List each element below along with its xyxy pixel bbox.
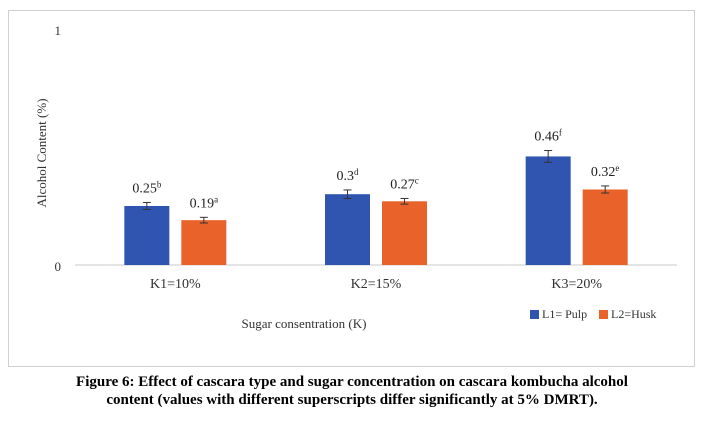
error-bar-pulp-3 xyxy=(544,150,553,163)
y-axis-title: Alcohol Content (%) xyxy=(34,98,49,207)
chart-marks: 0.25b 0.19a K1=10% 0.3d 0.27c K2=15% 0.46f 0.32… xyxy=(124,128,628,292)
data-label-pulp-2: 0.3d xyxy=(337,167,360,184)
legend-swatch-husk xyxy=(599,310,608,319)
bar-pulp-1 xyxy=(124,206,170,265)
chart-frame: 1 0 Alcohol Content (%) Sugar consentrat… xyxy=(8,10,695,367)
data-label-husk-1: 0.19a xyxy=(190,194,219,211)
caption-line-2: content (values with different superscri… xyxy=(106,392,598,408)
caption-line-1: Figure 6: Effect of cascara type and sug… xyxy=(76,374,628,390)
bar-husk-3 xyxy=(582,189,628,265)
bar-husk-2 xyxy=(382,201,427,265)
bar-pulp-2 xyxy=(325,194,370,265)
y-tick-min: 0 xyxy=(55,259,62,274)
y-tick-max: 1 xyxy=(55,23,62,38)
figure-caption: Figure 6: Effect of cascara type and sug… xyxy=(0,373,704,409)
category-label-1: K1=10% xyxy=(150,277,201,292)
error-bar-pulp-2 xyxy=(343,189,352,199)
bar-pulp-3 xyxy=(525,156,571,265)
data-label-pulp-3: 0.46f xyxy=(534,128,562,145)
legend-swatch-pulp xyxy=(530,310,539,319)
error-bar-husk-2 xyxy=(400,197,409,205)
category-label-3: K3=20% xyxy=(551,277,602,292)
data-label-husk-2: 0.27c xyxy=(390,175,419,192)
data-label-husk-3: 0.32e xyxy=(591,163,620,180)
x-axis-title: Sugar consentration (K) xyxy=(242,316,367,331)
legend-label-pulp: L1= Pulp xyxy=(542,307,587,321)
error-bar-pulp-1 xyxy=(142,201,151,211)
data-label-pulp-1: 0.25b xyxy=(132,179,162,196)
bar-chart: 1 0 Alcohol Content (%) Sugar consentrat… xyxy=(34,23,677,331)
category-label-2: K2=15% xyxy=(351,277,402,292)
error-bar-husk-1 xyxy=(199,216,208,224)
legend: L1= Pulp L2=Husk xyxy=(530,307,656,321)
error-bar-husk-3 xyxy=(601,185,610,194)
legend-label-husk: L2=Husk xyxy=(611,307,656,321)
bar-husk-1 xyxy=(181,220,227,265)
